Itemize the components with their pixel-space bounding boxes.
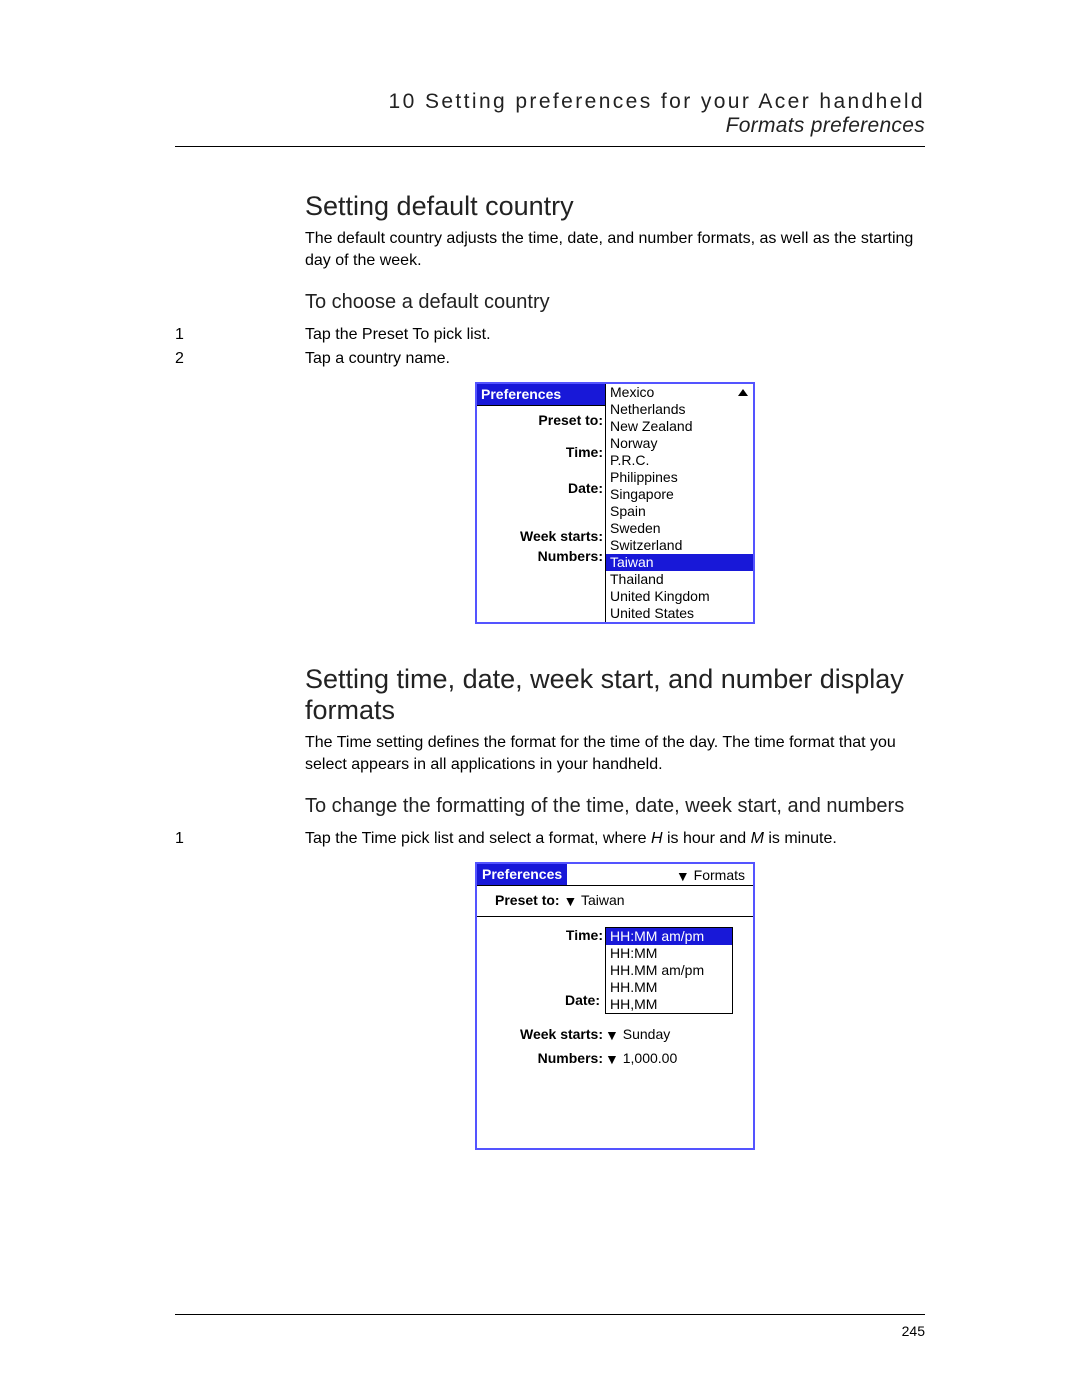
figure-formats: Preferences ▼ Formats Preset to: ▼ Taiwa… <box>475 862 755 1150</box>
step-text: Tap the Preset To pick list. <box>305 326 491 344</box>
time-picklist[interactable]: HH:MM am/pmHH:MMHH.MM am/pmHH.MMHH,MM <box>605 927 733 1014</box>
country-option[interactable]: Philippines <box>606 469 753 486</box>
country-option[interactable]: United Kingdom <box>606 588 753 605</box>
country-list[interactable]: MexicoNetherlandsNew ZealandNorwayP.R.C.… <box>606 384 753 622</box>
label-date: Date: <box>477 481 603 495</box>
label-numbers: Numbers: <box>477 549 603 563</box>
country-option[interactable]: P.R.C. <box>606 452 753 469</box>
label-week: Week starts: <box>477 529 603 543</box>
section1-desc: The default country adjusts the time, da… <box>305 228 925 271</box>
country-option[interactable]: Norway <box>606 435 753 452</box>
section1-title: Setting default country <box>305 191 925 222</box>
country-option[interactable]: Switzerland <box>606 537 753 554</box>
preferences-tab[interactable]: Preferences <box>477 864 567 885</box>
time-option[interactable]: HH,MM <box>606 996 732 1013</box>
figure-country-picker: Preferences Preset to: Time: Date: Week … <box>475 382 755 624</box>
country-option[interactable]: New Zealand <box>606 418 753 435</box>
label-time: Time: <box>477 445 603 459</box>
section1-subtitle: To choose a default country <box>305 291 925 314</box>
preferences-tab[interactable]: Preferences <box>477 384 605 406</box>
country-option[interactable]: United States <box>606 605 753 622</box>
section1-steps: 1Tap the Preset To pick list. 2Tap a cou… <box>175 326 925 368</box>
section2-title: Setting time, date, week start, and numb… <box>305 664 925 726</box>
week-label: Week starts: <box>477 1026 605 1042</box>
scroll-up-icon[interactable] <box>737 386 749 402</box>
header-chapter: 10 Setting preferences for your Acer han… <box>175 90 925 114</box>
list-item: 1 Tap the Time pick list and select a fo… <box>175 830 925 848</box>
numbers-label: Numbers: <box>477 1050 605 1066</box>
preset-value[interactable]: Taiwan <box>581 892 625 908</box>
label-preset: Preset to: <box>477 413 603 427</box>
step-text: Tap a country name. <box>305 350 450 368</box>
country-option[interactable]: Singapore <box>606 486 753 503</box>
week-dropdown[interactable]: ▼ Sunday <box>605 1026 741 1042</box>
country-option[interactable]: Mexico <box>606 384 753 401</box>
time-option[interactable]: HH:MM <box>606 945 732 962</box>
time-option[interactable]: HH.MM <box>606 979 732 996</box>
page-number: 245 <box>902 1323 925 1339</box>
section2-desc: The Time setting defines the format for … <box>305 732 925 775</box>
country-option[interactable]: Thailand <box>606 571 753 588</box>
date-label: Date: <box>565 992 600 1008</box>
section2-subtitle: To change the formatting of the time, da… <box>305 795 925 818</box>
country-option[interactable]: Taiwan <box>606 554 753 571</box>
formats-dropdown[interactable]: ▼ Formats <box>676 867 753 883</box>
page-header: 10 Setting preferences for your Acer han… <box>175 90 925 138</box>
list-item: 2Tap a country name. <box>175 350 925 368</box>
list-item: 1Tap the Preset To pick list. <box>175 326 925 344</box>
section2-steps: 1 Tap the Time pick list and select a fo… <box>175 830 925 848</box>
country-option[interactable]: Netherlands <box>606 401 753 418</box>
preset-row: Preset to: ▼ Taiwan <box>477 886 753 917</box>
time-option[interactable]: HH:MM am/pm <box>606 928 732 945</box>
footer-rule <box>175 1314 925 1315</box>
time-option[interactable]: HH.MM am/pm <box>606 962 732 979</box>
numbers-dropdown[interactable]: ▼ 1,000.00 <box>605 1050 741 1066</box>
step-text: Tap the Time pick list and select a form… <box>305 830 837 848</box>
header-rule <box>175 146 925 147</box>
country-option[interactable]: Sweden <box>606 520 753 537</box>
country-option[interactable]: Spain <box>606 503 753 520</box>
header-section: Formats preferences <box>175 114 925 138</box>
